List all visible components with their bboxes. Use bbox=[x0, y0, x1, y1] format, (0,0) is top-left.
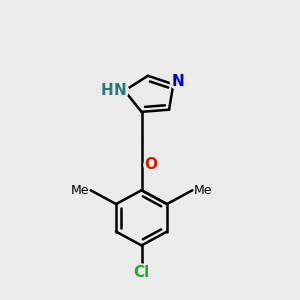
Text: Me: Me bbox=[71, 184, 89, 197]
Text: H: H bbox=[101, 83, 114, 98]
Circle shape bbox=[133, 264, 150, 282]
Circle shape bbox=[112, 82, 128, 99]
Circle shape bbox=[144, 158, 157, 171]
Text: Cl: Cl bbox=[134, 266, 150, 280]
Circle shape bbox=[102, 85, 113, 96]
Circle shape bbox=[170, 75, 185, 89]
Text: N: N bbox=[171, 74, 184, 89]
Text: Me: Me bbox=[194, 184, 212, 197]
Circle shape bbox=[73, 183, 87, 198]
Text: N: N bbox=[114, 83, 127, 98]
Circle shape bbox=[196, 183, 210, 198]
Text: O: O bbox=[144, 157, 157, 172]
